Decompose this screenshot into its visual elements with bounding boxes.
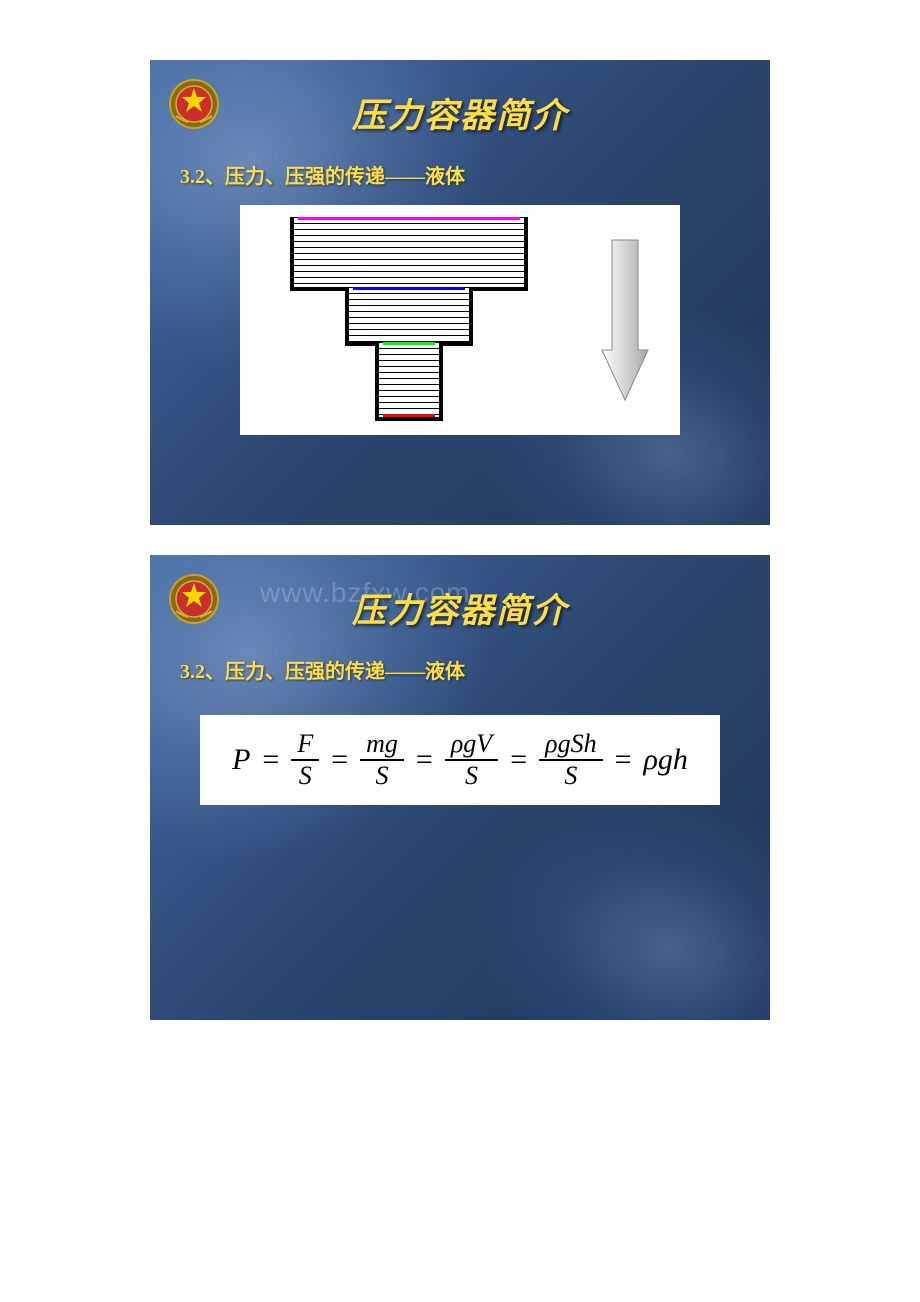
subtitle-text: 、压力、压强的传递——液体 [205,661,465,683]
formula-lhs: P [232,743,250,777]
subtitle-number: 3.2 [180,661,205,683]
pressure-formula: P = F S = mg S = ρgV S = ρgSh [232,731,688,789]
slide-title: 压力容器简介 [150,583,770,632]
slide-1: 压力容器简介 3.2、压力、压强的传递——液体 [150,60,770,525]
slide-title: 压力容器简介 [150,88,770,137]
document-page: 压力容器简介 3.2、压力、压强的传递——液体 [0,0,920,1130]
fluid-line-blue [353,287,465,290]
subtitle-number: 3.2 [180,166,205,188]
equals-sign: = [506,743,531,777]
slide-subtitle: 3.2、压力、压强的传递——液体 [180,160,465,189]
equals-sign: = [327,743,352,777]
vessel-section-bot [375,342,443,421]
formula-rhs: ρgh [644,743,688,777]
emblem-badge [168,573,220,625]
slide-2: www.bzfxw.com 压力容器简介 3.2、压力、压强的传递——液体 P … [150,555,770,1020]
fluid-line-green [383,342,435,345]
emblem-badge [168,78,220,130]
equals-sign: = [258,743,283,777]
fraction-3: ρgV S [445,731,498,789]
slide-subtitle: 3.2、压力、压强的传递——液体 [180,655,465,684]
vessel-diagram [240,205,680,435]
vessel-section-mid [345,287,473,346]
fraction-1: F S [291,731,319,789]
subtitle-text: 、压力、压强的传递——液体 [205,166,465,188]
fluid-line-magenta [298,217,520,220]
fluid-line-red [383,414,435,417]
fraction-4: ρgSh S [539,731,602,789]
formula-box: P = F S = mg S = ρgV S = ρgSh [200,715,720,805]
equals-sign: = [412,743,437,777]
fraction-2: mg S [360,731,404,789]
down-arrow-icon [600,235,650,405]
vessel-section-top [290,217,528,291]
equals-sign: = [611,743,636,777]
